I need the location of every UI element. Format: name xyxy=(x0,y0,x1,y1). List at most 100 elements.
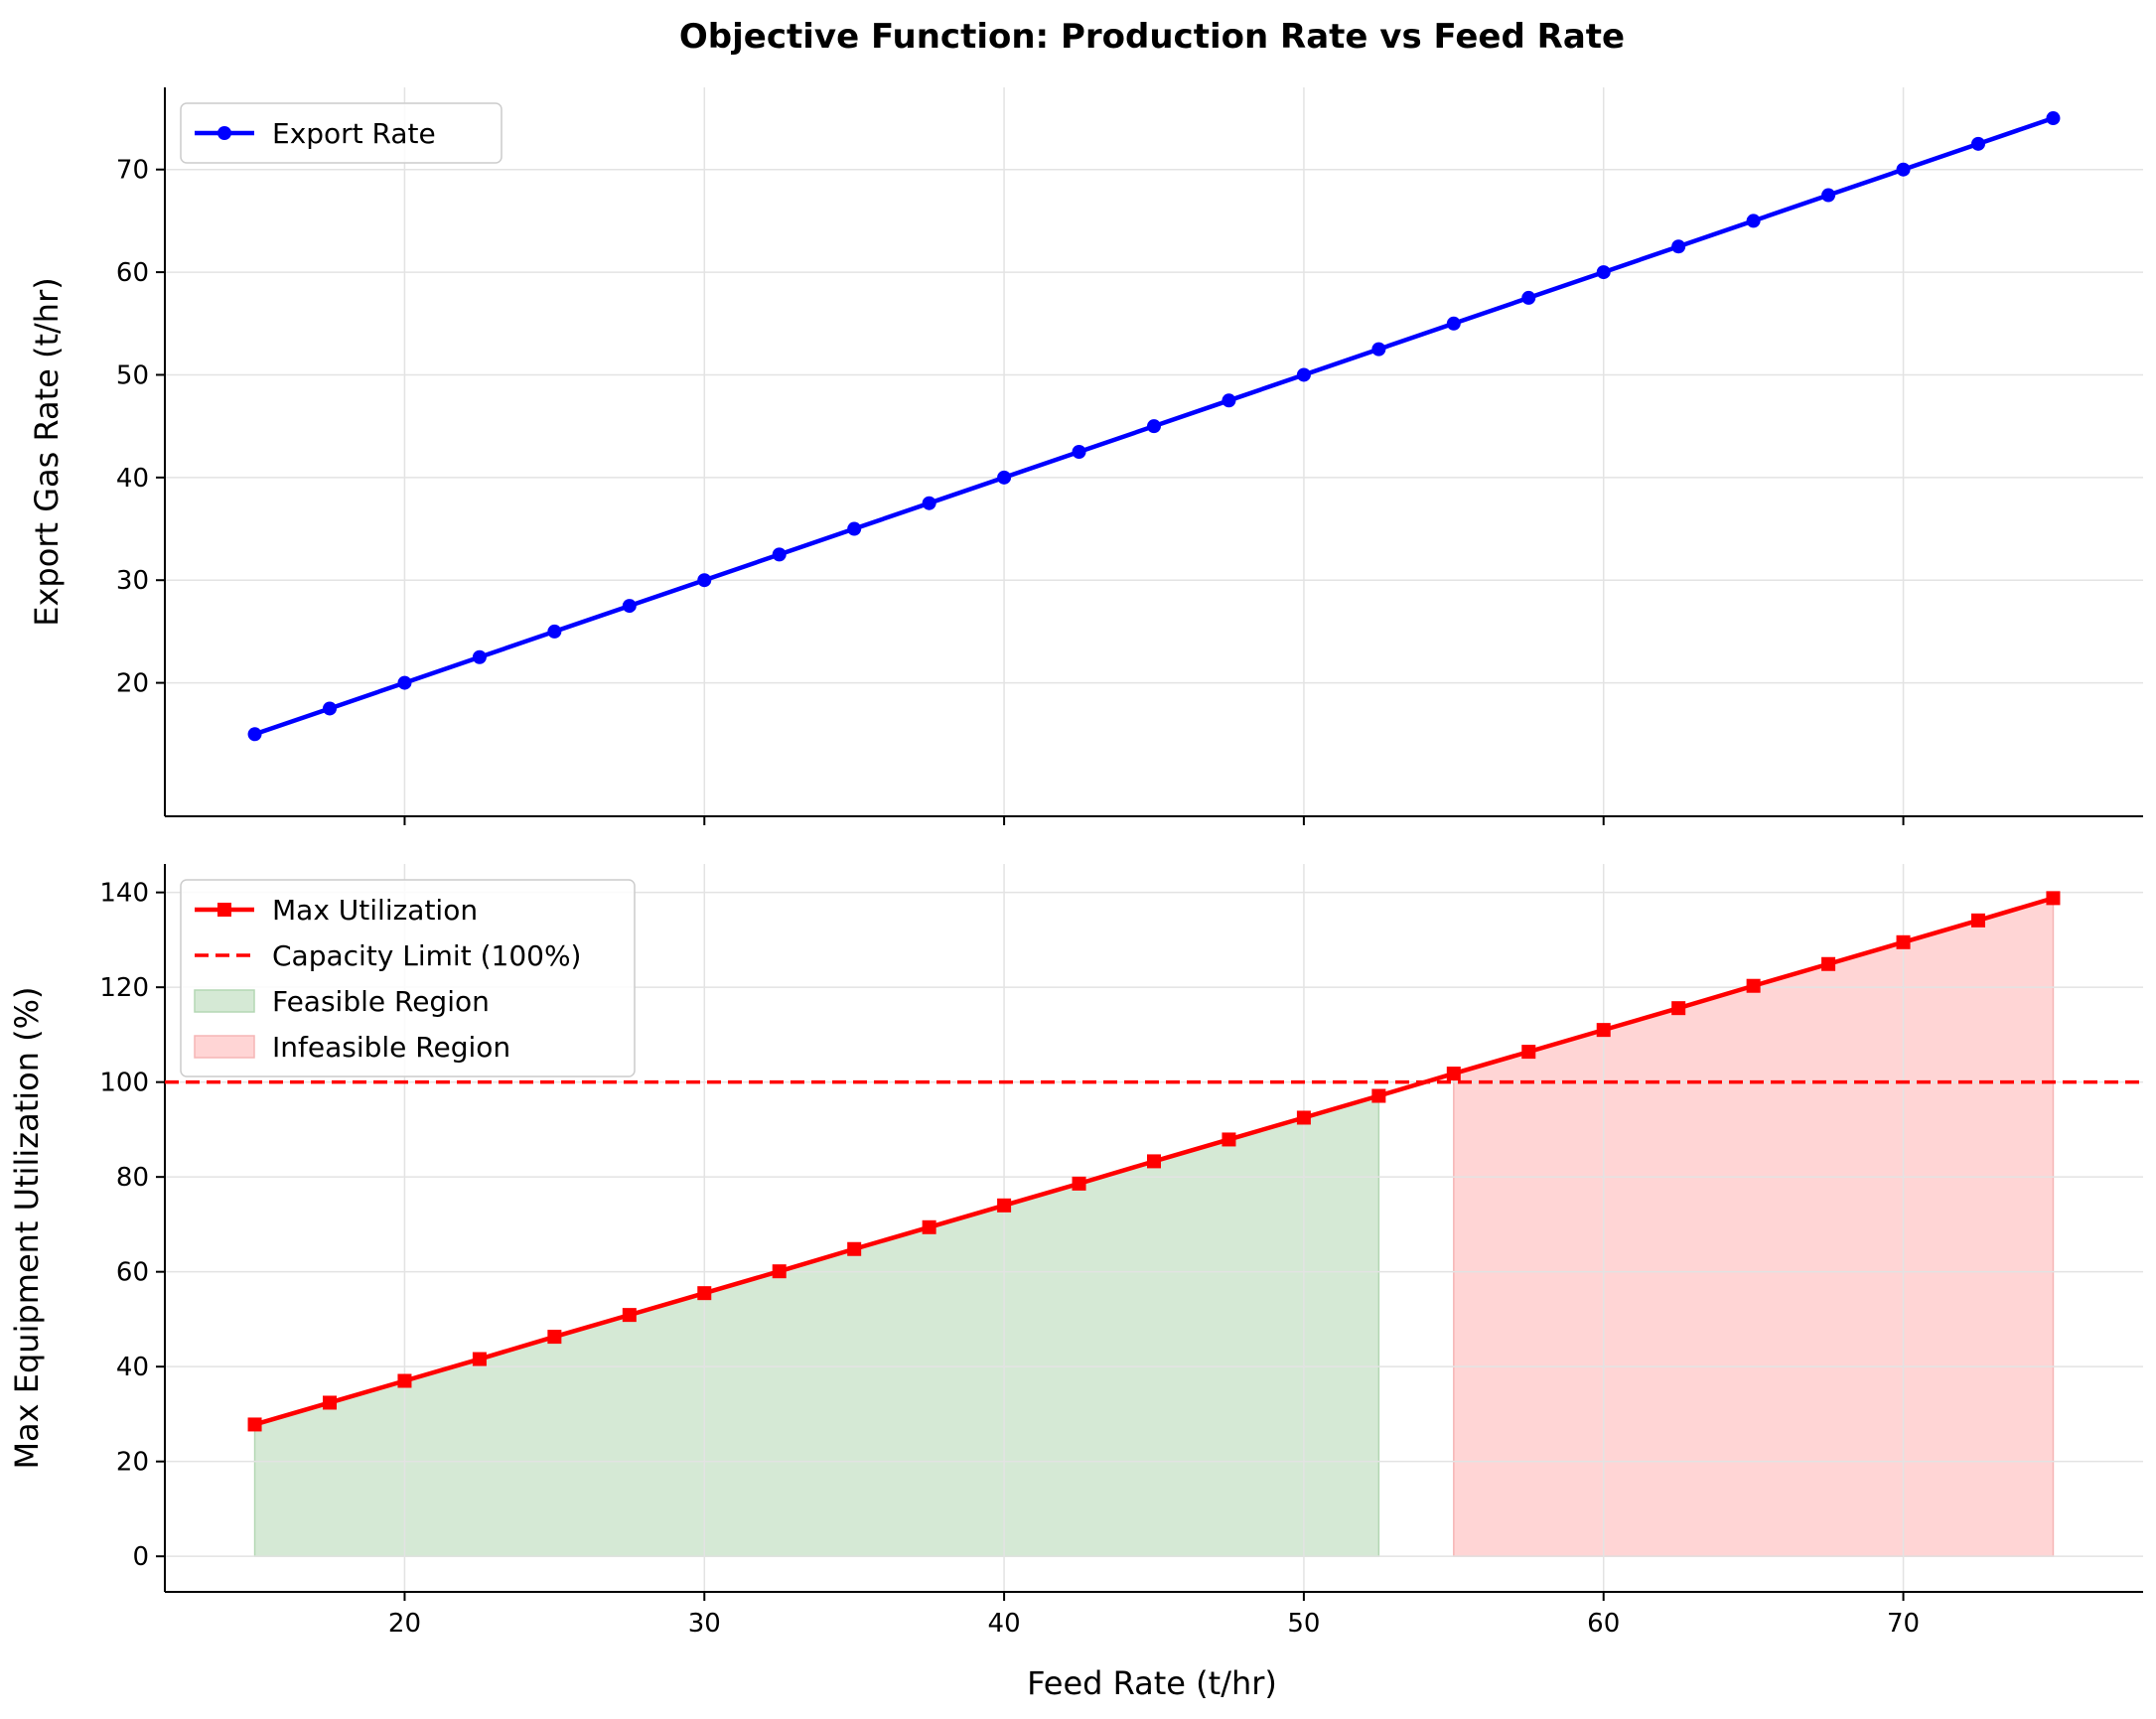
data-point-2 xyxy=(397,1373,412,1388)
data-point-24 xyxy=(2046,111,2061,126)
data-point-5 xyxy=(622,599,637,614)
top-y-axis-label: Export Gas Rate (t/hr) xyxy=(28,277,66,626)
y-tick-label-2: 40 xyxy=(116,1353,149,1382)
y-tick-label-1: 20 xyxy=(116,1448,149,1478)
export-rate-series xyxy=(247,111,2061,742)
x-axis-label: Feed Rate (t/hr) xyxy=(1027,1664,1277,1702)
data-point-7 xyxy=(772,547,787,562)
y-tick-label-1: 30 xyxy=(116,566,149,596)
data-point-19 xyxy=(1671,239,1686,254)
bottom-y-axis-label: Max Equipment Utilization (%) xyxy=(8,986,46,1469)
bottom-legend: Max Utilization Capacity Limit (100%) Feas… xyxy=(180,879,636,1077)
data-point-20 xyxy=(1746,978,1761,993)
legend-handle-2 xyxy=(194,989,255,1013)
data-point-17 xyxy=(1521,290,1536,305)
data-point-1 xyxy=(323,1395,337,1410)
data-point-24 xyxy=(2046,891,2061,906)
export-rate-panel: 20 30 40 50 60 70 Export Gas Rate (t/hr) Expo… xyxy=(28,87,2143,825)
data-point-23 xyxy=(1971,913,1985,928)
data-point-9 xyxy=(922,496,936,510)
x-tick-label-0: 20 xyxy=(388,1609,421,1639)
x-tick-label-3: 50 xyxy=(1287,1609,1320,1639)
top-grid xyxy=(165,87,2143,816)
data-point-16 xyxy=(1446,1067,1461,1081)
data-point-7 xyxy=(772,1264,787,1279)
data-point-1 xyxy=(323,701,337,716)
y-tick-label-5: 70 xyxy=(116,156,149,186)
data-point-22 xyxy=(1896,162,1911,177)
data-point-18 xyxy=(1596,265,1611,280)
data-point-8 xyxy=(847,1241,862,1256)
x-tick-label-4: 60 xyxy=(1587,1609,1620,1639)
max-utilization-series xyxy=(247,891,2061,1432)
data-point-21 xyxy=(1821,188,1836,203)
data-point-11 xyxy=(1072,445,1086,459)
bottom-axes xyxy=(164,864,2143,1593)
y-tick-label-6: 120 xyxy=(99,973,149,1003)
data-point-12 xyxy=(1147,1154,1161,1169)
y-tick-label-4: 80 xyxy=(116,1163,149,1193)
legend-label-0: Max Utilization xyxy=(272,894,478,927)
data-point-23 xyxy=(1971,136,1985,151)
legend-box xyxy=(180,879,636,1077)
data-point-18 xyxy=(1596,1023,1611,1038)
data-point-14 xyxy=(1296,1110,1311,1125)
data-point-4 xyxy=(547,1330,562,1345)
data-point-10 xyxy=(997,1198,1012,1213)
y-tick-label-2: 40 xyxy=(116,464,149,494)
data-point-11 xyxy=(1072,1176,1086,1191)
data-point-6 xyxy=(697,573,712,588)
y-tick-label-3: 60 xyxy=(116,1258,149,1288)
legend-label-0: Export Rate xyxy=(272,117,436,150)
data-point-15 xyxy=(1371,1088,1386,1103)
data-point-0 xyxy=(247,1417,262,1432)
data-point-9 xyxy=(922,1219,936,1234)
data-point-12 xyxy=(1147,419,1161,434)
data-point-21 xyxy=(1821,956,1836,971)
data-point-4 xyxy=(547,624,562,639)
bottom-y-ticks: 0 20 40 60 80 100 120 140 xyxy=(99,879,165,1572)
y-tick-label-3: 50 xyxy=(116,360,149,390)
data-point-8 xyxy=(847,521,862,536)
data-point-14 xyxy=(1296,367,1311,382)
data-point-3 xyxy=(472,649,487,664)
y-tick-label-0: 0 xyxy=(132,1542,149,1572)
data-point-6 xyxy=(697,1286,712,1301)
top-x-ticks xyxy=(403,816,1905,825)
top-legend: Export Rate xyxy=(180,102,503,164)
legend-marker-0 xyxy=(217,126,231,140)
data-point-22 xyxy=(1896,934,1911,949)
data-point-10 xyxy=(997,470,1012,485)
data-point-3 xyxy=(472,1352,487,1366)
data-point-16 xyxy=(1446,316,1461,331)
x-tick-label-1: 30 xyxy=(688,1609,721,1639)
top-y-ticks: 20 30 40 50 60 70 xyxy=(116,156,165,699)
data-point-13 xyxy=(1222,393,1236,408)
data-point-0 xyxy=(247,727,262,742)
x-tick-label-5: 70 xyxy=(1887,1609,1920,1639)
y-tick-label-5: 100 xyxy=(99,1069,149,1098)
data-point-5 xyxy=(622,1308,637,1323)
data-point-20 xyxy=(1746,214,1761,228)
legend-label-2: Feasible Region xyxy=(272,985,490,1018)
bottom-x-ticks: 20 30 40 50 60 70 xyxy=(388,1592,1920,1639)
legend-label-3: Infeasible Region xyxy=(272,1031,510,1064)
data-point-19 xyxy=(1671,1001,1686,1016)
region-1 xyxy=(1453,897,2055,1557)
y-tick-label-4: 60 xyxy=(116,258,149,288)
data-point-13 xyxy=(1222,1132,1236,1147)
legend-label-1: Capacity Limit (100%) xyxy=(272,939,581,972)
y-tick-label-7: 140 xyxy=(99,879,149,909)
legend-handle-3 xyxy=(194,1035,255,1059)
top-axes xyxy=(164,87,2143,817)
data-point-2 xyxy=(397,675,412,690)
data-point-15 xyxy=(1371,342,1386,357)
data-point-17 xyxy=(1521,1045,1536,1060)
legend-box xyxy=(180,102,503,164)
x-tick-label-2: 40 xyxy=(988,1609,1021,1639)
y-tick-label-0: 20 xyxy=(116,669,149,699)
legend-marker-0 xyxy=(217,903,231,917)
utilization-panel: 20 30 40 50 60 70 0 20 40 60 80 100 120 140 Max Equi… xyxy=(8,864,2143,1639)
region-0 xyxy=(253,1094,1380,1557)
